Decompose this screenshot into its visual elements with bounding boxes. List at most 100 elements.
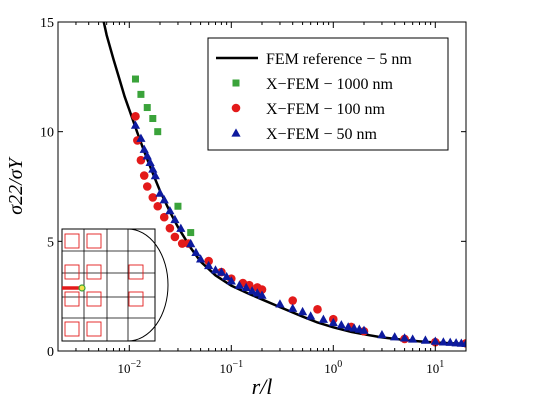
x-tick-label: 101 bbox=[426, 359, 444, 376]
point-xfem-50nm bbox=[150, 170, 160, 180]
point-xfem-1000nm bbox=[131, 75, 139, 83]
point-xfem-50nm bbox=[318, 314, 329, 323]
point-xfem-50nm bbox=[420, 335, 431, 344]
point-xfem-50nm bbox=[252, 288, 262, 297]
point-xfem-50nm bbox=[430, 336, 440, 345]
point-xfem-50nm bbox=[328, 317, 338, 327]
point-xfem-50nm bbox=[186, 238, 196, 248]
point-xfem-50nm bbox=[257, 290, 267, 299]
point-xfem-50nm bbox=[343, 322, 353, 331]
point-xfem-50nm bbox=[438, 337, 448, 346]
point-xfem-50nm bbox=[226, 276, 236, 285]
point-xfem-100nm bbox=[257, 285, 267, 294]
point-xfem-50nm bbox=[399, 333, 410, 342]
inset-enriched-node bbox=[86, 233, 102, 249]
point-xfem-100nm bbox=[165, 223, 175, 233]
point-xfem-1000nm bbox=[174, 202, 182, 210]
legend-label: X−FEM − 50 nm bbox=[266, 126, 378, 143]
legend-swatch-circle bbox=[231, 103, 241, 113]
point-xfem-50nm bbox=[408, 334, 418, 343]
point-xfem-100nm bbox=[131, 112, 140, 121]
point-xfem-50nm bbox=[130, 120, 141, 129]
inset-enriched-node bbox=[64, 291, 80, 307]
point-xfem-50nm bbox=[145, 157, 155, 167]
legend: FEM reference − 5 nm X−FEM − 1000 nm X−FEM… bbox=[207, 37, 449, 151]
y-axis-label: σ22/σY bbox=[5, 156, 27, 214]
legend-label: X−FEM − 100 nm bbox=[266, 101, 386, 118]
point-xfem-1000nm bbox=[187, 229, 195, 237]
series-clip bbox=[102, 22, 466, 348]
point-xfem-50nm bbox=[445, 337, 455, 346]
point-xfem-1000nm bbox=[154, 128, 162, 136]
point-xfem-100nm bbox=[142, 182, 152, 191]
legend-box bbox=[207, 37, 449, 151]
inset-crack-tip bbox=[78, 284, 86, 292]
y-tick-label: 15 bbox=[40, 16, 54, 31]
point-xfem-100nm bbox=[136, 155, 146, 165]
point-xfem-50nm bbox=[170, 214, 180, 224]
point-xfem-100nm bbox=[313, 305, 322, 314]
point-xfem-100nm bbox=[288, 296, 298, 305]
legend-swatch-square bbox=[232, 79, 240, 87]
point-xfem-50nm bbox=[461, 338, 466, 348]
point-xfem-50nm bbox=[191, 247, 201, 256]
point-xfem-50nm bbox=[222, 271, 232, 281]
inset-enriched-node bbox=[64, 264, 80, 280]
y-tick-label: 0 bbox=[47, 345, 54, 360]
point-xfem-50nm bbox=[136, 133, 146, 142]
y-tick-label: 5 bbox=[47, 235, 54, 250]
point-xfem-50nm bbox=[204, 260, 214, 270]
x-tick-label: 10−2 bbox=[117, 359, 141, 376]
inset-enriched-node bbox=[86, 321, 102, 337]
point-xfem-100nm bbox=[148, 193, 158, 202]
series-layer bbox=[102, 22, 466, 348]
point-xfem-50nm bbox=[195, 254, 206, 263]
point-xfem-50nm bbox=[159, 195, 169, 204]
point-xfem-50nm bbox=[288, 303, 298, 312]
inset-enriched-node bbox=[64, 233, 80, 249]
point-xfem-1000nm bbox=[143, 104, 151, 112]
point-xfem-50nm bbox=[359, 325, 369, 334]
inset-enriched-node bbox=[86, 291, 102, 307]
x-axis-label: r/l bbox=[252, 374, 273, 399]
point-xfem-50nm bbox=[139, 144, 149, 153]
point-xfem-50nm bbox=[216, 267, 227, 276]
point-xfem-50nm bbox=[306, 311, 316, 320]
point-xfem-100nm bbox=[170, 232, 180, 242]
point-xfem-1000nm bbox=[137, 90, 145, 98]
point-xfem-50nm bbox=[241, 282, 251, 292]
inset-enriched-node bbox=[86, 264, 102, 280]
point-xfem-100nm bbox=[139, 171, 149, 180]
legend-label: FEM reference − 5 nm bbox=[266, 51, 412, 68]
inset-enriched-node bbox=[128, 291, 144, 307]
point-xfem-50nm bbox=[176, 223, 186, 232]
inset-diagram bbox=[61, 228, 169, 342]
point-xfem-50nm bbox=[390, 332, 400, 341]
point-xfem-50nm bbox=[155, 188, 165, 197]
inset-enriched-node bbox=[128, 264, 144, 280]
legend-swatch-triangle bbox=[231, 128, 241, 137]
point-xfem-50nm bbox=[377, 329, 387, 339]
point-xfem-50nm bbox=[349, 323, 359, 332]
axes-layer: 0 5 10 15 10−2 10−1 100 101 r/l σ22/σY bbox=[5, 16, 467, 399]
inset-arc bbox=[127, 228, 169, 342]
point-xfem-100nm bbox=[177, 239, 187, 248]
point-xfem-50nm bbox=[234, 280, 244, 289]
point-xfem-50nm bbox=[210, 265, 221, 274]
point-xfem-1000nm bbox=[149, 115, 157, 123]
point-xfem-50nm bbox=[247, 286, 257, 295]
inset-frame bbox=[61, 228, 156, 342]
x-tick-label: 10−1 bbox=[219, 359, 243, 376]
x-tick-label: 100 bbox=[324, 359, 342, 376]
point-xfem-50nm bbox=[297, 306, 308, 316]
legend-label: X−FEM − 1000 nm bbox=[266, 76, 394, 93]
point-xfem-50nm bbox=[165, 206, 175, 215]
point-xfem-50nm bbox=[336, 320, 346, 329]
point-xfem-50nm bbox=[275, 299, 285, 308]
point-xfem-50nm bbox=[148, 164, 158, 173]
inset-enriched-node bbox=[64, 321, 80, 337]
point-xfem-100nm bbox=[153, 201, 163, 211]
point-xfem-100nm bbox=[159, 212, 169, 222]
point-xfem-50nm bbox=[142, 151, 152, 160]
